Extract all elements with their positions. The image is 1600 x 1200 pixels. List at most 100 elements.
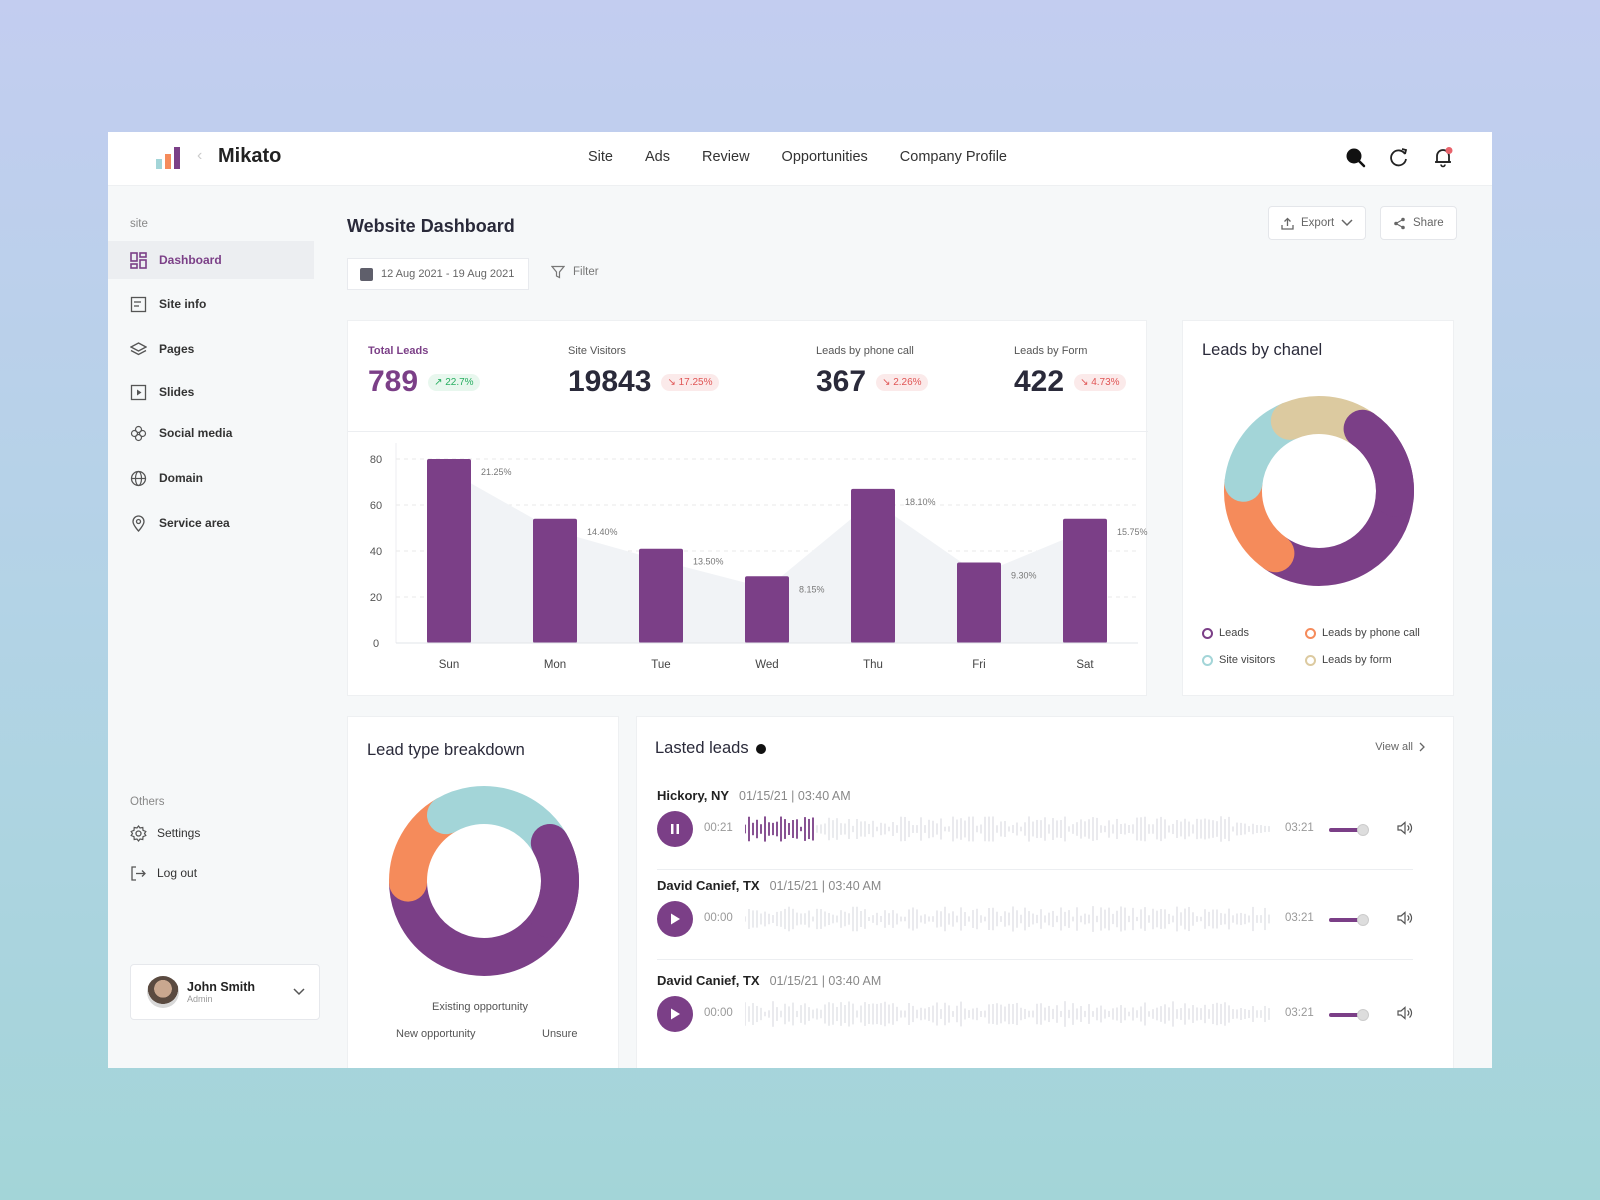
nav-item-review[interactable]: Review xyxy=(702,149,750,165)
sidebar-item-site-info[interactable]: Site info xyxy=(108,285,314,323)
app-window: ‹ Mikato Site Ads Review Opportunities C… xyxy=(108,132,1492,1068)
nav-item-ads[interactable]: Ads xyxy=(645,149,670,165)
waveform-scrubber[interactable] xyxy=(745,996,1275,1032)
latest-leads-card: Lasted leads View all Hickory, NY 01/15/2… xyxy=(636,716,1454,1068)
slice-cap xyxy=(530,824,579,938)
sidebar-item-label: Site info xyxy=(159,297,207,311)
bar-percent-label: 8.15% xyxy=(799,584,825,594)
filter-icon xyxy=(551,265,565,279)
legend-item-leads: Leads xyxy=(1202,627,1249,639)
volume-slider[interactable] xyxy=(1329,914,1369,926)
volume-slider[interactable] xyxy=(1329,1009,1369,1021)
sidebar-item-label: Slides xyxy=(159,385,195,399)
legend-label: Leads by phone call xyxy=(1322,627,1420,639)
search-icon[interactable] xyxy=(1344,146,1366,168)
legend-label: Leads by form xyxy=(1322,654,1392,666)
bar-percent-label: 21.25% xyxy=(481,467,512,477)
calendar-icon xyxy=(360,267,373,281)
bar-percent-label: 14.40% xyxy=(587,527,618,537)
bell-icon[interactable] xyxy=(1432,146,1454,168)
brand-name: Mikato xyxy=(218,145,282,167)
stats-chart-card: Total Leads 789 ↗ 22.7% Site Visitors 198… xyxy=(347,320,1148,696)
x-tick-label: Thu xyxy=(863,659,883,671)
share-button[interactable]: Share xyxy=(1380,206,1457,240)
date-range-value: 12 Aug 2021 - 19 Aug 2021 xyxy=(381,268,515,280)
live-dot-icon xyxy=(755,743,766,754)
speaker-icon[interactable] xyxy=(1397,911,1413,930)
nav-item-site[interactable]: Site xyxy=(588,149,613,165)
legend-item-phone: Leads by phone call xyxy=(1305,627,1420,639)
legend-label: Site visitors xyxy=(1219,654,1276,666)
bar-wed xyxy=(745,576,789,643)
avatar xyxy=(147,976,179,1008)
filter-button[interactable]: Filter xyxy=(551,265,599,279)
share-label: Share xyxy=(1413,217,1444,229)
sidebar-item-social-media[interactable]: Social media xyxy=(108,414,314,452)
nav-item-company-profile[interactable]: Company Profile xyxy=(899,149,1007,165)
stat-value: 789 xyxy=(368,365,419,398)
divider xyxy=(657,869,1413,870)
lead-name: Hickory, NY xyxy=(657,788,730,803)
view-all-link[interactable]: View all xyxy=(1375,741,1425,753)
sidebar-item-dashboard[interactable]: Dashboard xyxy=(108,241,314,279)
refresh-icon[interactable] xyxy=(1388,146,1410,168)
chevron-down-icon xyxy=(1341,219,1353,227)
sidebar-item-settings[interactable]: Settings xyxy=(108,814,314,852)
leads-by-channel-donut xyxy=(1224,396,1414,586)
sidebar-item-label: Pages xyxy=(159,342,195,356)
share-icon xyxy=(1394,217,1405,229)
x-tick-label: Fri xyxy=(972,659,985,671)
top-bar: ‹ Mikato Site Ads Review Opportunities C… xyxy=(108,132,1492,186)
sidebar-item-label: Log out xyxy=(157,866,198,880)
current-time: 00:00 xyxy=(704,912,733,924)
bar-thu xyxy=(851,488,895,643)
sidebar-item-slides[interactable]: Slides xyxy=(108,373,314,411)
sidebar-item-label: Service area xyxy=(159,516,230,530)
stat-change-badge: ↗ 22.7% xyxy=(428,373,480,391)
legend-new: New opportunity xyxy=(396,1028,476,1040)
waveform-scrubber[interactable] xyxy=(745,811,1275,847)
bar-fri xyxy=(957,562,1001,643)
sidebar-item-log-out[interactable]: Log out xyxy=(108,854,314,892)
sidebar-others-label: Others xyxy=(130,796,165,808)
bar-percent-label: 15.75% xyxy=(1117,527,1148,537)
stat-change-badge: ↘ 4.73% xyxy=(1074,373,1126,391)
slice-cap xyxy=(1343,409,1414,517)
stat-label: Leads by Form xyxy=(1014,345,1088,357)
waveform-scrubber[interactable] xyxy=(745,901,1275,937)
export-button[interactable]: Export xyxy=(1268,206,1367,240)
nav-item-opportunities[interactable]: Opportunities xyxy=(781,149,868,165)
flower-icon xyxy=(130,425,147,441)
stat-label: Leads by phone call xyxy=(816,345,914,357)
back-chevron-icon[interactable]: ‹ xyxy=(197,147,203,164)
lead-name: David Canief, TX xyxy=(657,878,760,893)
stat-value: 19843 xyxy=(568,365,652,398)
user-menu[interactable]: John Smith Admin xyxy=(130,964,320,1020)
sidebar-item-label: Social media xyxy=(159,426,233,440)
y-tick-label: 20 xyxy=(370,592,382,604)
sidebar-item-domain[interactable]: Domain xyxy=(108,459,314,497)
date-range-picker[interactable]: 12 Aug 2021 - 19 Aug 2021 xyxy=(347,258,529,290)
pause-button[interactable] xyxy=(657,811,693,847)
speaker-icon[interactable] xyxy=(1397,821,1413,840)
bar-percent-label: 18.10% xyxy=(905,497,936,507)
bar-chart: 80 60 40 20 0 21.25% Sun 14.40% Mon 13.50% Tue 8.15… xyxy=(370,443,1148,671)
sidebar-item-service-area[interactable]: Service area xyxy=(108,504,314,542)
stat-value: 422 xyxy=(1014,365,1065,398)
volume-slider[interactable] xyxy=(1329,824,1369,836)
user-role: Admin xyxy=(187,994,213,1004)
stat-change-badge: ↘ 2.26% xyxy=(876,373,928,391)
divider xyxy=(657,959,1413,960)
sidebar-section-label: site xyxy=(130,218,148,230)
legend-item-visitors: Site visitors xyxy=(1202,654,1275,666)
legend-item-form: Leads by form xyxy=(1305,654,1392,666)
stat-label: Total Leads xyxy=(368,345,429,357)
latest-leads-title-text: Lasted leads xyxy=(655,739,749,757)
sidebar-item-pages[interactable]: Pages xyxy=(108,330,314,368)
speaker-icon[interactable] xyxy=(1397,1006,1413,1025)
play-button[interactable] xyxy=(657,901,693,937)
lead-datetime: 01/15/21 | 03:40 AM xyxy=(769,974,882,988)
stat-change-badge: ↘ 17.25% xyxy=(661,373,719,391)
main-nav: Site Ads Review Opportunities Company Pr… xyxy=(588,149,1007,165)
play-button[interactable] xyxy=(657,996,693,1032)
